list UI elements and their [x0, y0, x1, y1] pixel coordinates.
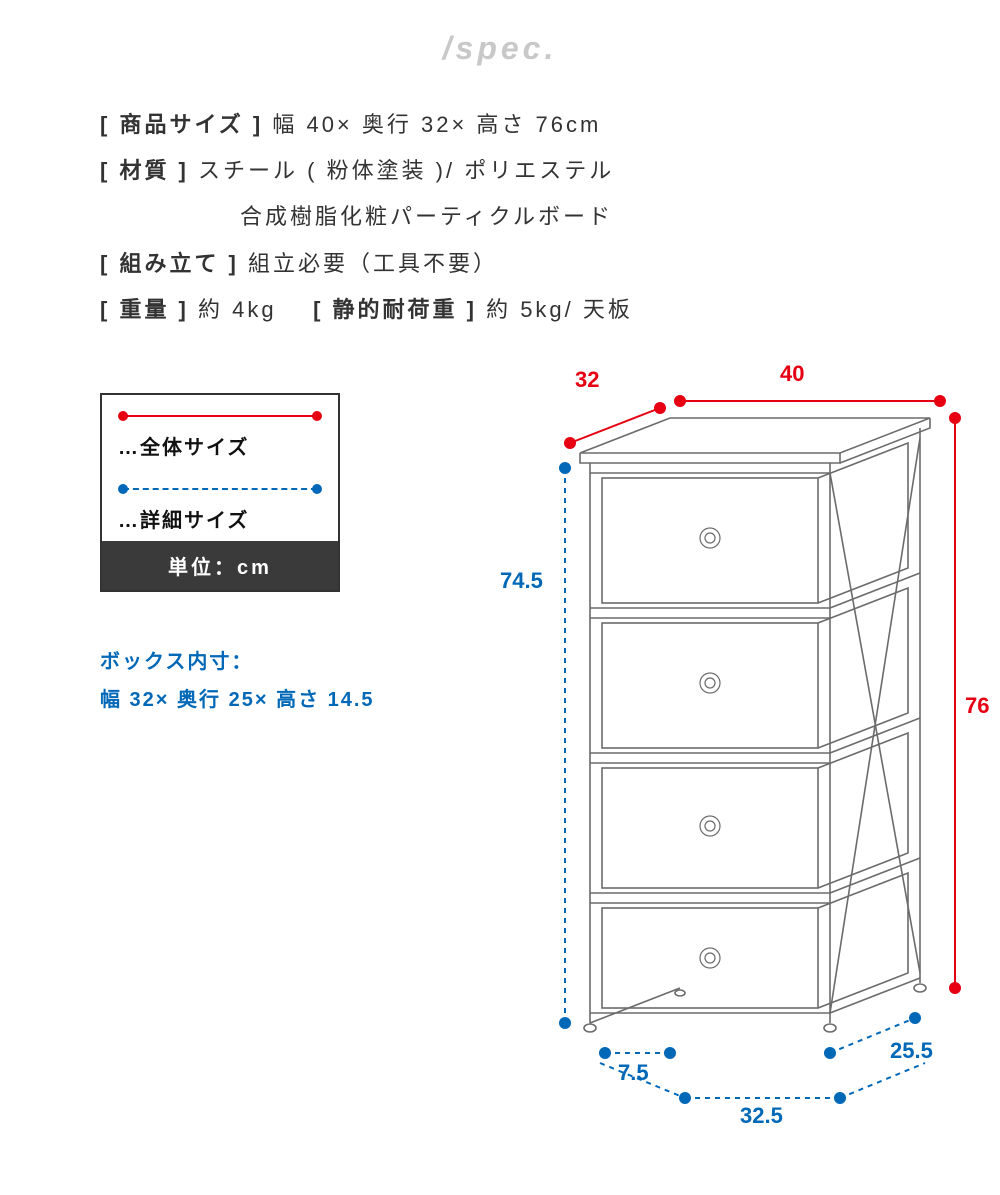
dim-depth-top: 32 — [575, 367, 599, 393]
dim-bottom-depth: 25.5 — [890, 1038, 933, 1064]
box-dim-title: ボックス内寸： — [100, 643, 375, 681]
legend-line-red — [123, 415, 317, 417]
legend-line-blue — [123, 488, 317, 490]
legend-detail-row: …詳細サイズ — [102, 468, 338, 541]
material-value-1: スチール ( 粉体塗装 )/ ポリエステル — [198, 158, 614, 183]
size-label: [ 商品サイズ ] — [100, 112, 263, 137]
load-label: [ 静的耐荷重 ] — [313, 297, 477, 322]
legend-dot-right-b — [312, 484, 322, 494]
legend-blue-line — [118, 480, 322, 498]
diagram-svg — [400, 363, 1000, 1143]
dim-width-top: 40 — [780, 361, 804, 387]
legend-red-line — [118, 407, 322, 425]
legend-box: …全体サイズ …詳細サイズ 単位：cm — [100, 393, 340, 592]
legend-detail-text: …詳細サイズ — [118, 510, 249, 532]
spec-list: [ 商品サイズ ] 幅 40× 奥行 32× 高さ 76cm [ 材質 ] スチ… — [100, 102, 900, 333]
box-dim-value: 幅 32× 奥行 25× 高さ 14.5 — [100, 681, 375, 719]
assembly-label: [ 組み立て ] — [100, 251, 239, 276]
spec-heading: /spec. — [100, 30, 900, 67]
legend-overall-text: …全体サイズ — [118, 437, 249, 459]
box-inner-dimensions: ボックス内寸： 幅 32× 奥行 25× 高さ 14.5 — [100, 643, 375, 719]
size-value: 幅 40× 奥行 32× 高さ 76cm — [272, 112, 601, 137]
dim-height-right: 76 — [965, 693, 989, 719]
dim-bottom-total: 32.5 — [740, 1103, 783, 1129]
material-value-2: 合成樹脂化粧パーティクルボード — [100, 194, 900, 240]
load-value: 約 5kg/ 天板 — [486, 297, 633, 322]
dim-height-left: 74.5 — [500, 568, 543, 594]
weight-label: [ 重量 ] — [100, 297, 189, 322]
assembly-value: 組立必要（工具不要） — [248, 251, 498, 276]
product-diagram: 32 40 76 74.5 7.5 25.5 32.5 — [400, 363, 1000, 1143]
legend-unit: 単位：cm — [102, 541, 338, 590]
legend-overall-row: …全体サイズ — [102, 395, 338, 468]
material-label: [ 材質 ] — [100, 158, 189, 183]
dim-bottom-small: 7.5 — [618, 1060, 649, 1086]
legend-dot-right — [312, 411, 322, 421]
weight-value: 約 4kg — [198, 297, 277, 322]
